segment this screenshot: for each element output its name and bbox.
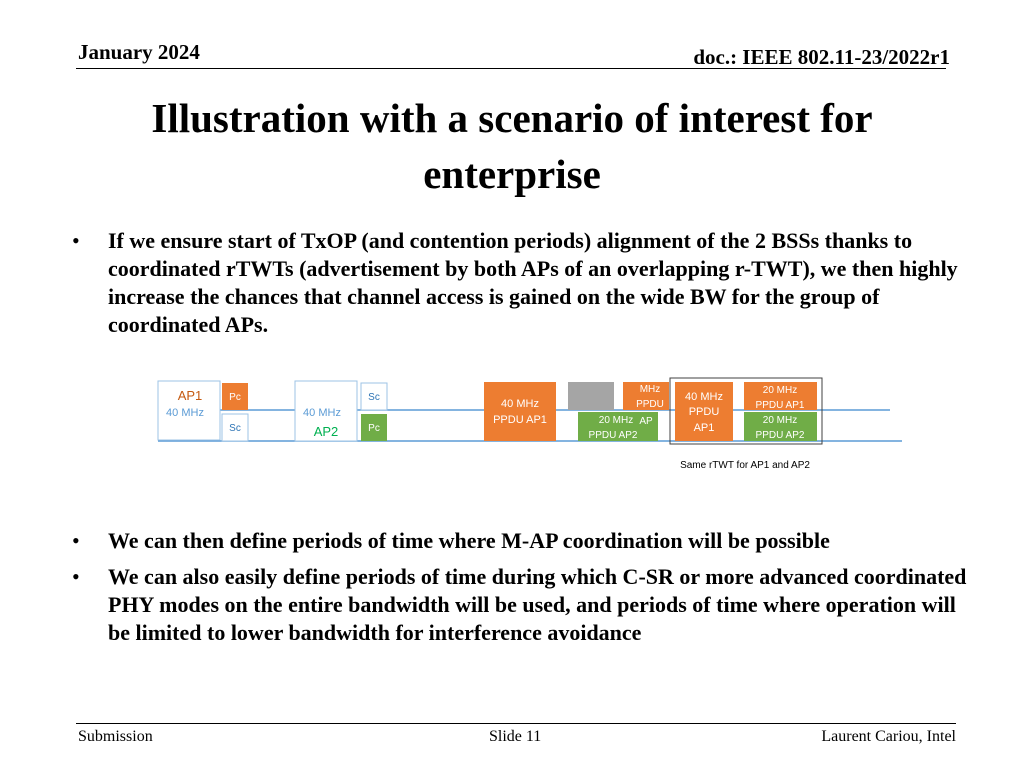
ap2-pc-block (361, 414, 387, 441)
footer-author: Laurent Cariou, Intel (821, 728, 956, 745)
ppdu-20-ap2-line2: PPDU AP2 (589, 430, 638, 441)
ppdu-20-ap2-line1: 20 MHz (599, 415, 633, 426)
ppdu-partial-orange-block (623, 382, 669, 410)
ppdu-40-ap1-line1: 40 MHz (501, 398, 539, 410)
ap1-sc-block (221, 413, 249, 442)
ap2-sc-block (360, 382, 388, 411)
bullet-item: • We can also easily define periods of t… (72, 563, 982, 647)
ap2-pc-label: Pc (368, 423, 380, 434)
ppdu-partial-line1: MHz (640, 384, 661, 395)
rtwt-ppdu-20-ap1-line2: PPDU AP1 (756, 400, 805, 411)
slide-title: Illustration with a scenario of interest… (151, 95, 873, 197)
footer-slide-number: Slide 11 (489, 728, 542, 745)
ap1-bw-label: 40 MHz (166, 407, 204, 419)
ppdu-40-ap1-block (484, 382, 556, 441)
bullet-dot: • (72, 528, 80, 553)
ap1-pc-block (222, 383, 248, 410)
rtwt-ppdu-20-ap1-block (744, 382, 817, 410)
rtwt-ppdu-20-ap2-block (744, 412, 817, 441)
header-doc-id: doc.: IEEE 802.11-23/2022r1 (693, 45, 950, 69)
bullet-list-top: • If we ensure start of TxOP (and conten… (72, 227, 982, 347)
ap2-label: AP2 (314, 424, 339, 439)
ap2-sc-label: Sc (368, 392, 380, 403)
rtwt-frame (669, 377, 823, 445)
bullet-text: We can then define periods of time where… (108, 528, 830, 553)
bullet-dot: • (72, 564, 80, 589)
rtwt-ppdu-40-ap1-block (675, 382, 733, 441)
rtwt-ppdu-20-ap2-line1: 20 MHz (763, 415, 797, 426)
header-date: January 2024 (78, 40, 200, 64)
ppdu-40-ap1-line2: PPDU AP1 (493, 414, 547, 426)
ppdu-partial-ap-label: AP (639, 416, 653, 427)
rtwt-ppdu-40-ap1-line3: AP1 (694, 422, 715, 434)
backoff-gray-block (568, 382, 614, 410)
rtwt-ppdu-20-ap1-line1: 20 MHz (763, 385, 797, 396)
ap2-bw-label: 40 MHz (303, 407, 341, 419)
bullet-item: • If we ensure start of TxOP (and conten… (72, 227, 982, 339)
ap1-box (157, 380, 221, 441)
ap1-pc-label: Pc (229, 392, 241, 403)
ppdu-20-ap2-block (578, 412, 658, 441)
ap2-box (294, 380, 358, 442)
footer-rule (76, 723, 956, 724)
ap1-sc-label: Sc (229, 423, 241, 434)
bullet-item: • We can then define periods of time whe… (72, 527, 982, 555)
rtwt-ppdu-20-ap2-line2: PPDU AP2 (756, 430, 805, 441)
footer-submission: Submission (78, 728, 153, 745)
bullet-dot: • (72, 228, 80, 253)
bullet-text: If we ensure start of TxOP (and contenti… (108, 228, 958, 337)
rtwt-ppdu-40-ap1-line2: PPDU (689, 406, 720, 418)
bullet-text: We can also easily define periods of tim… (108, 564, 967, 645)
bullet-list-bottom: • We can then define periods of time whe… (72, 527, 982, 655)
rtwt-caption: Same rTWT for AP1 and AP2 (680, 460, 810, 471)
ppdu-partial-line2: PPDU (636, 399, 664, 410)
ap1-label: AP1 (178, 388, 203, 403)
rtwt-ppdu-40-ap1-line1: 40 MHz (685, 391, 723, 403)
header-rule (76, 68, 946, 69)
